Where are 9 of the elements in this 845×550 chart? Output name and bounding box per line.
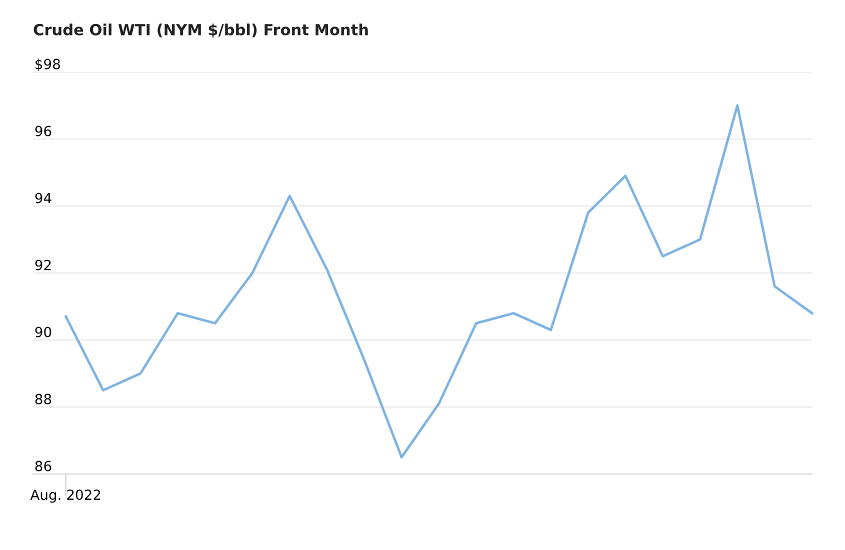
y-tick-label: 92: [35, 260, 51, 270]
y-tick-label: 86: [35, 460, 52, 472]
chart-title: Crude Oil WTI (NYM $/bbl) Front Month: [34, 24, 368, 38]
x-tick-label: Aug. 2022: [30, 490, 100, 503]
y-tick-label: 96: [35, 126, 52, 136]
y-tick-label: $98: [36, 58, 60, 72]
y-tick-label: 94: [35, 192, 52, 204]
y-tick-label: 90: [35, 326, 52, 338]
y-tick-label: 88: [35, 394, 52, 404]
